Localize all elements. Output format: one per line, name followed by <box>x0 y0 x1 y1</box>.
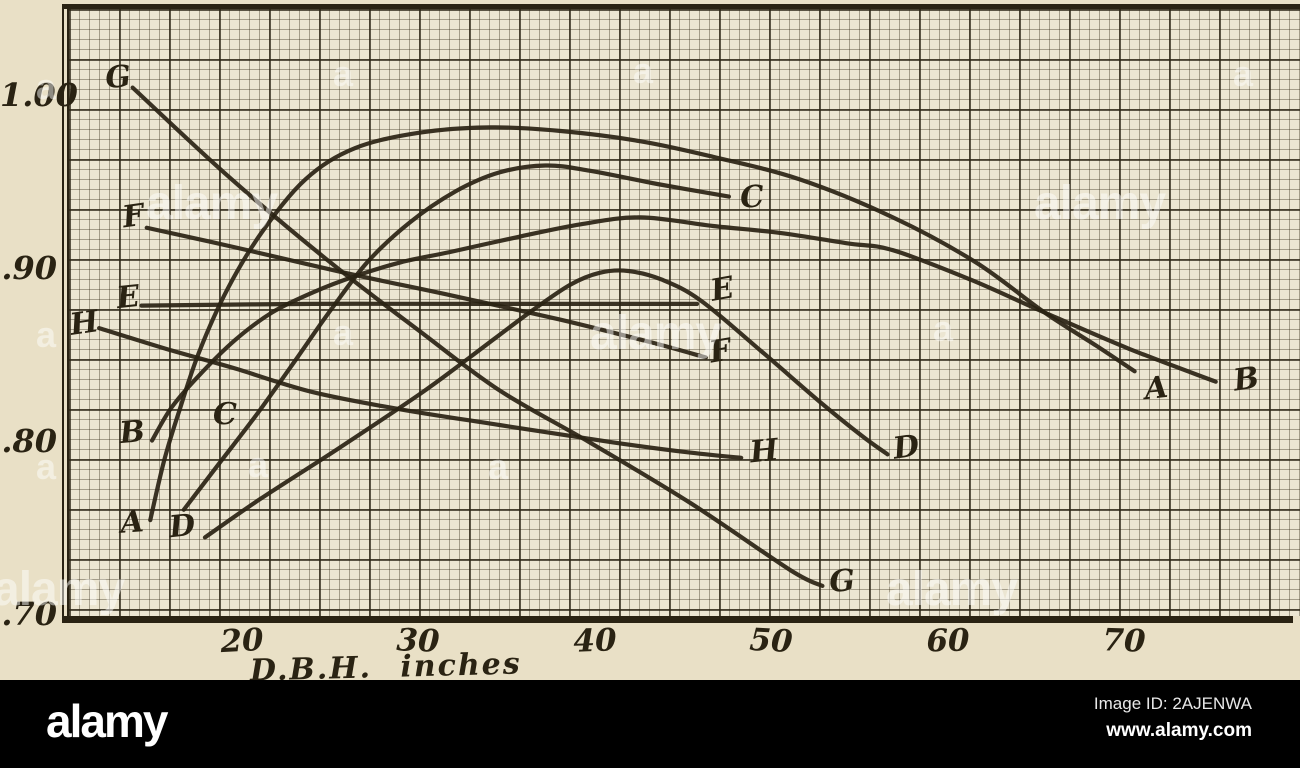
alamy-logo: alamy <box>46 695 168 747</box>
curve-label-G: G <box>104 59 133 96</box>
curve-label-E: E <box>707 270 738 309</box>
curve-label-B: B <box>117 414 146 451</box>
curve-label-C: C <box>739 179 766 216</box>
chart-bottom-border <box>62 616 1293 623</box>
curve-B <box>149 215 1218 443</box>
curve-H <box>97 325 744 460</box>
footer-info: Image ID: 2AJENWA www.alamy.com <box>1094 694 1252 742</box>
chart-left-border <box>62 4 69 623</box>
curve-label-D: D <box>166 508 197 546</box>
y-tick-label: .80 <box>1 422 57 460</box>
alamy-footer-bar: alamy Image ID: 2AJENWA www.alamy.com <box>0 680 1300 768</box>
chart-top-border <box>62 4 1300 9</box>
curve-label-A: A <box>1140 370 1170 408</box>
curve-label-B: B <box>1230 360 1261 398</box>
curve-label-H: H <box>67 304 103 343</box>
curve-D <box>202 268 890 540</box>
curve-G <box>130 85 825 588</box>
y-tick-label: .70 <box>1 595 57 633</box>
curve-label-F: F <box>119 197 149 235</box>
image-id-text: Image ID: 2AJENWA <box>1093 694 1252 713</box>
curve-E <box>139 301 700 308</box>
curve-label-H: H <box>747 432 781 470</box>
curve-label-D: D <box>890 428 922 466</box>
alamy-website-text: www.alamy.com <box>1106 720 1252 741</box>
curve-label-F: F <box>706 332 737 371</box>
curve-C <box>181 163 731 512</box>
curve-label-E: E <box>114 279 143 316</box>
curve-label-C: C <box>213 397 237 432</box>
curve-F <box>144 225 708 360</box>
y-tick-label: .90 <box>1 249 57 287</box>
curve-A <box>148 125 1137 523</box>
curve-label-A: A <box>116 504 145 541</box>
graph-paper-grid <box>69 9 1300 616</box>
curve-label-G: G <box>828 563 856 600</box>
